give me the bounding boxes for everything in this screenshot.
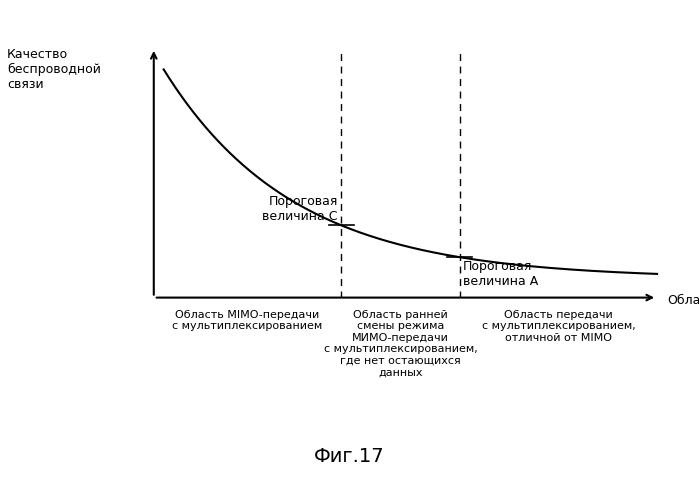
Text: Фиг.17: Фиг.17 xyxy=(314,446,385,466)
Text: Качество
беспроводной
связи: Качество беспроводной связи xyxy=(7,48,101,91)
Text: Пороговая
величина С: Пороговая величина С xyxy=(262,195,338,223)
Text: Пороговая
величина А: Пороговая величина А xyxy=(463,260,538,288)
Text: Область MIMO-передачи
с мультиплексированием: Область MIMO-передачи с мультиплексирова… xyxy=(173,310,323,331)
Text: Область передачи
с мультиплексированием,
отличной от MIMO: Область передачи с мультиплексированием,… xyxy=(482,310,635,343)
Text: Область ранней
смены режима
МИМО-передачи
с мультиплексированием,
где нет остающ: Область ранней смены режима МИМО-передач… xyxy=(324,310,477,378)
Text: Область: Область xyxy=(668,293,699,307)
